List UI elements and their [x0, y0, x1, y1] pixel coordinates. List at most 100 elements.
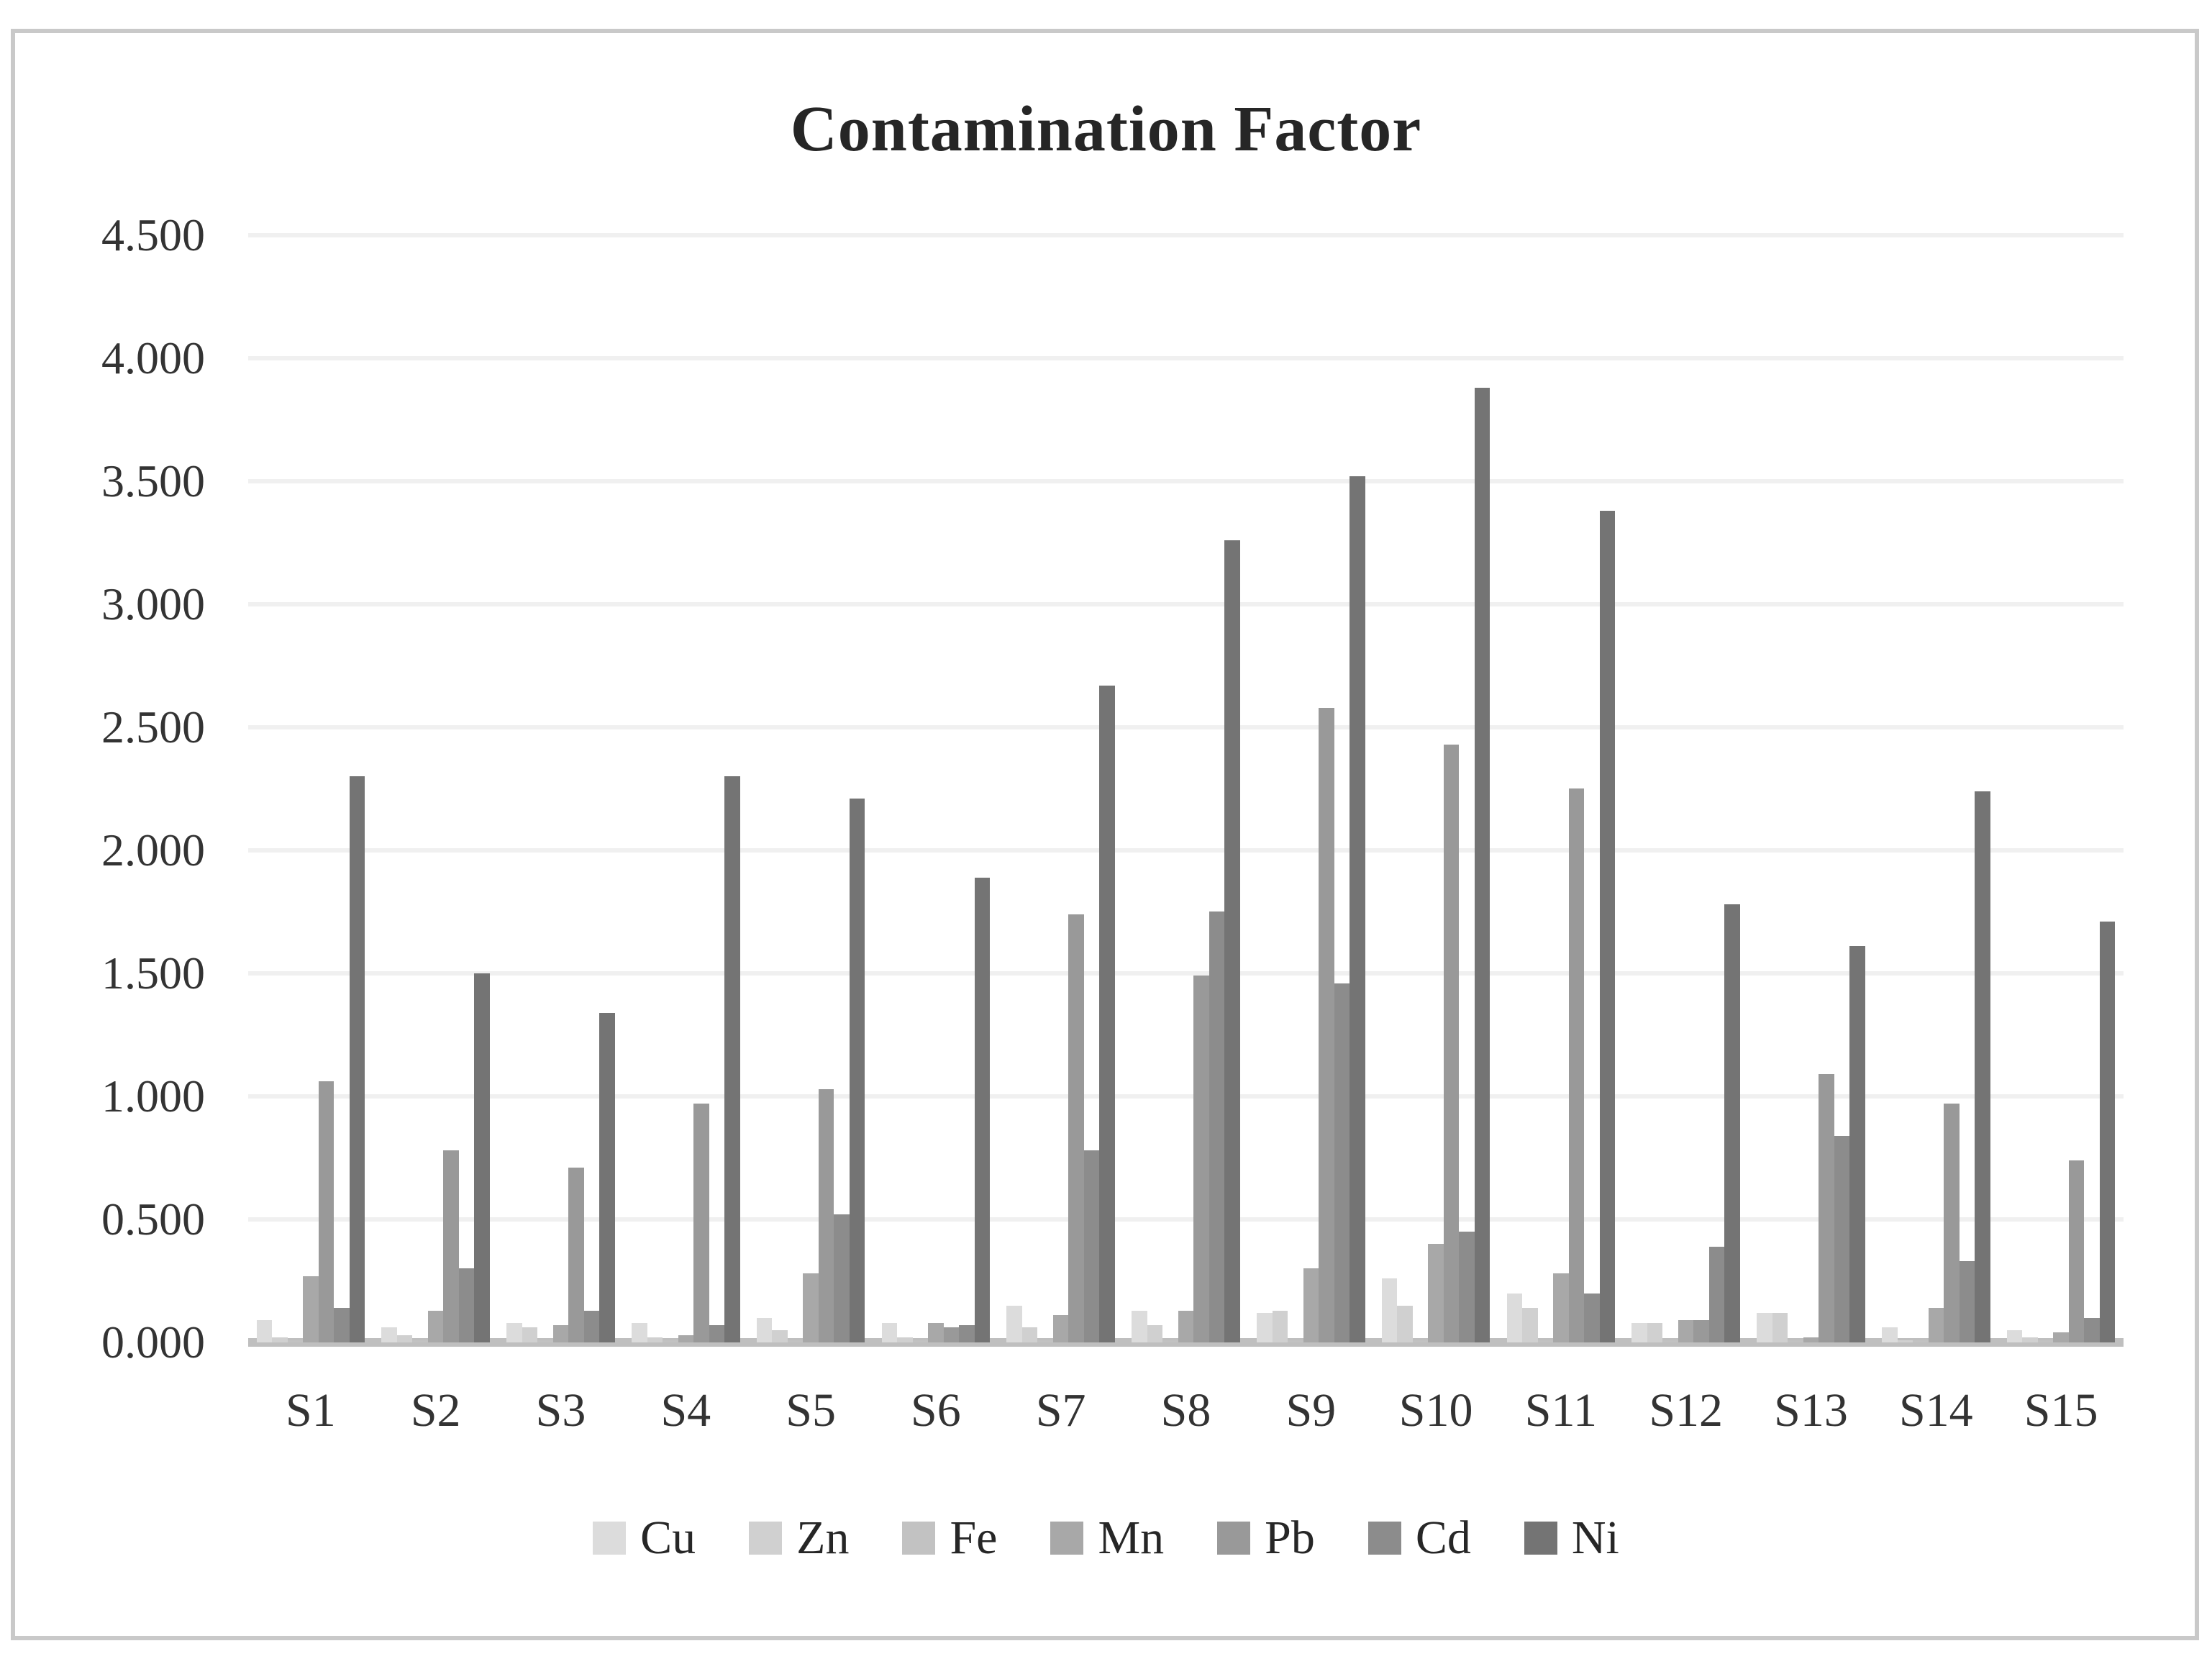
y-tick-label: 0.000 — [101, 1317, 205, 1368]
bar-S11-Zn — [1522, 1308, 1538, 1342]
gridline — [248, 233, 2124, 237]
legend-swatch-Ni — [1524, 1522, 1557, 1555]
bar-S4-Zn — [647, 1337, 663, 1342]
legend: Cu Zn Fe Mn Pb Cd Ni — [0, 1514, 2212, 1562]
bar-S1-Cu — [256, 1320, 273, 1342]
x-tick-label-S9: S9 — [1285, 1384, 1337, 1437]
legend-item-Fe: Fe — [902, 1514, 997, 1562]
bar-S10-Fe — [1412, 1340, 1429, 1342]
bar-S12-Pb — [1693, 1320, 1709, 1342]
bar-S11-Pb — [1568, 788, 1585, 1342]
bar-S10-Pb — [1443, 745, 1460, 1342]
bar-S15-Fe — [2037, 1340, 2054, 1342]
x-tick-label-S8: S8 — [1160, 1384, 1211, 1437]
y-tick-label: 2.500 — [101, 701, 205, 753]
bar-S5-Pb — [818, 1089, 834, 1342]
legend-label: Zn — [796, 1511, 850, 1564]
bar-S11-Ni — [1599, 511, 1616, 1342]
bar-S13-Mn — [1803, 1337, 1819, 1342]
bar-S4-Cu — [632, 1323, 647, 1342]
legend-label: Cd — [1415, 1511, 1471, 1564]
bar-S11-Fe — [1537, 1340, 1554, 1342]
gridline — [248, 1217, 2124, 1222]
bar-S8-Cu — [1132, 1311, 1147, 1342]
bar-S1-Zn — [272, 1337, 288, 1342]
bar-S9-Ni — [1349, 476, 1365, 1342]
bar-S6-Cd — [959, 1325, 975, 1342]
gridline — [248, 971, 2124, 976]
y-tick-label: 1.500 — [101, 947, 205, 999]
bar-S14-Pb — [1944, 1104, 1960, 1342]
bar-S7-Pb — [1068, 914, 1084, 1342]
bar-S2-Cd — [458, 1268, 475, 1342]
bar-S11-Cu — [1506, 1294, 1523, 1342]
legend-item-Pb: Pb — [1217, 1514, 1315, 1562]
bar-S8-Pb — [1193, 976, 1209, 1342]
bar-S4-Pb — [693, 1104, 709, 1342]
bar-S9-Cu — [1257, 1313, 1273, 1342]
y-tick-label: 1.000 — [101, 1070, 205, 1122]
chart-title: Contamination Factor — [790, 94, 1422, 165]
bar-S9-Fe — [1288, 1340, 1303, 1342]
bar-S14-Ni — [1975, 791, 1990, 1342]
legend-swatch-Cu — [593, 1522, 627, 1555]
bar-S9-Zn — [1272, 1311, 1288, 1342]
bar-S6-Ni — [974, 878, 991, 1342]
legend-item-Ni: Ni — [1524, 1514, 1619, 1562]
x-tick-label-S12: S12 — [1649, 1384, 1724, 1437]
x-tick-label-S3: S3 — [535, 1384, 586, 1437]
gridline — [248, 356, 2124, 360]
bar-S11-Cd — [1584, 1294, 1600, 1342]
y-tick-label: 3.000 — [101, 578, 205, 629]
gridline — [248, 479, 2124, 483]
legend-label: Fe — [950, 1511, 998, 1564]
x-tick-label-S11: S11 — [1524, 1384, 1598, 1437]
bar-S3-Zn — [522, 1327, 538, 1342]
bar-S1-Pb — [318, 1081, 334, 1342]
bar-S2-Fe — [412, 1340, 428, 1342]
bar-S4-Fe — [663, 1340, 678, 1342]
bar-S5-Cu — [756, 1318, 773, 1342]
bar-S12-Ni — [1724, 904, 1740, 1342]
bar-S8-Zn — [1147, 1325, 1163, 1342]
bar-S3-Fe — [537, 1340, 553, 1342]
x-tick-label-S10: S10 — [1398, 1384, 1473, 1437]
bar-S3-Pb — [568, 1168, 584, 1342]
bar-S3-Cd — [583, 1311, 600, 1342]
bar-S12-Cu — [1631, 1323, 1647, 1342]
gridline — [248, 725, 2124, 729]
legend-swatch-Pb — [1217, 1522, 1251, 1555]
y-tick-label: 3.500 — [101, 455, 205, 506]
bar-S13-Cd — [1834, 1136, 1850, 1342]
x-tick-label-S2: S2 — [410, 1384, 461, 1437]
legend-swatch-Fe — [902, 1522, 936, 1555]
legend-item-Cd: Cd — [1367, 1511, 1471, 1564]
bar-S14-Cu — [1882, 1327, 1898, 1342]
bar-S2-Pb — [443, 1150, 459, 1342]
bar-S7-Cd — [1083, 1150, 1100, 1342]
bar-S9-Mn — [1303, 1268, 1319, 1342]
bar-S15-Mn — [2053, 1332, 2069, 1342]
y-tick-label: 4.500 — [101, 209, 205, 260]
bar-S14-Fe — [1913, 1340, 1929, 1342]
gridline — [248, 602, 2124, 606]
y-tick-label: 4.000 — [101, 332, 205, 383]
bar-S8-Cd — [1209, 911, 1225, 1342]
bar-S9-Pb — [1319, 708, 1334, 1342]
bar-S9-Cd — [1334, 983, 1350, 1342]
bar-S13-Fe — [1788, 1340, 1803, 1342]
x-tick-label-S13: S13 — [1774, 1384, 1848, 1437]
bar-S7-Cu — [1006, 1306, 1022, 1342]
bar-S11-Mn — [1553, 1273, 1569, 1342]
bar-S1-Ni — [349, 776, 365, 1342]
legend-label: Cu — [640, 1511, 696, 1564]
bar-S15-Ni — [2099, 922, 2116, 1342]
x-tick-label-S15: S15 — [2024, 1384, 2098, 1437]
bar-S4-Mn — [678, 1335, 694, 1342]
bar-S3-Ni — [599, 1013, 615, 1342]
bar-S1-Mn — [303, 1276, 319, 1342]
bar-S6-Mn — [928, 1323, 944, 1342]
legend-swatch-Mn — [1050, 1522, 1084, 1555]
bar-S10-Cd — [1459, 1232, 1475, 1342]
